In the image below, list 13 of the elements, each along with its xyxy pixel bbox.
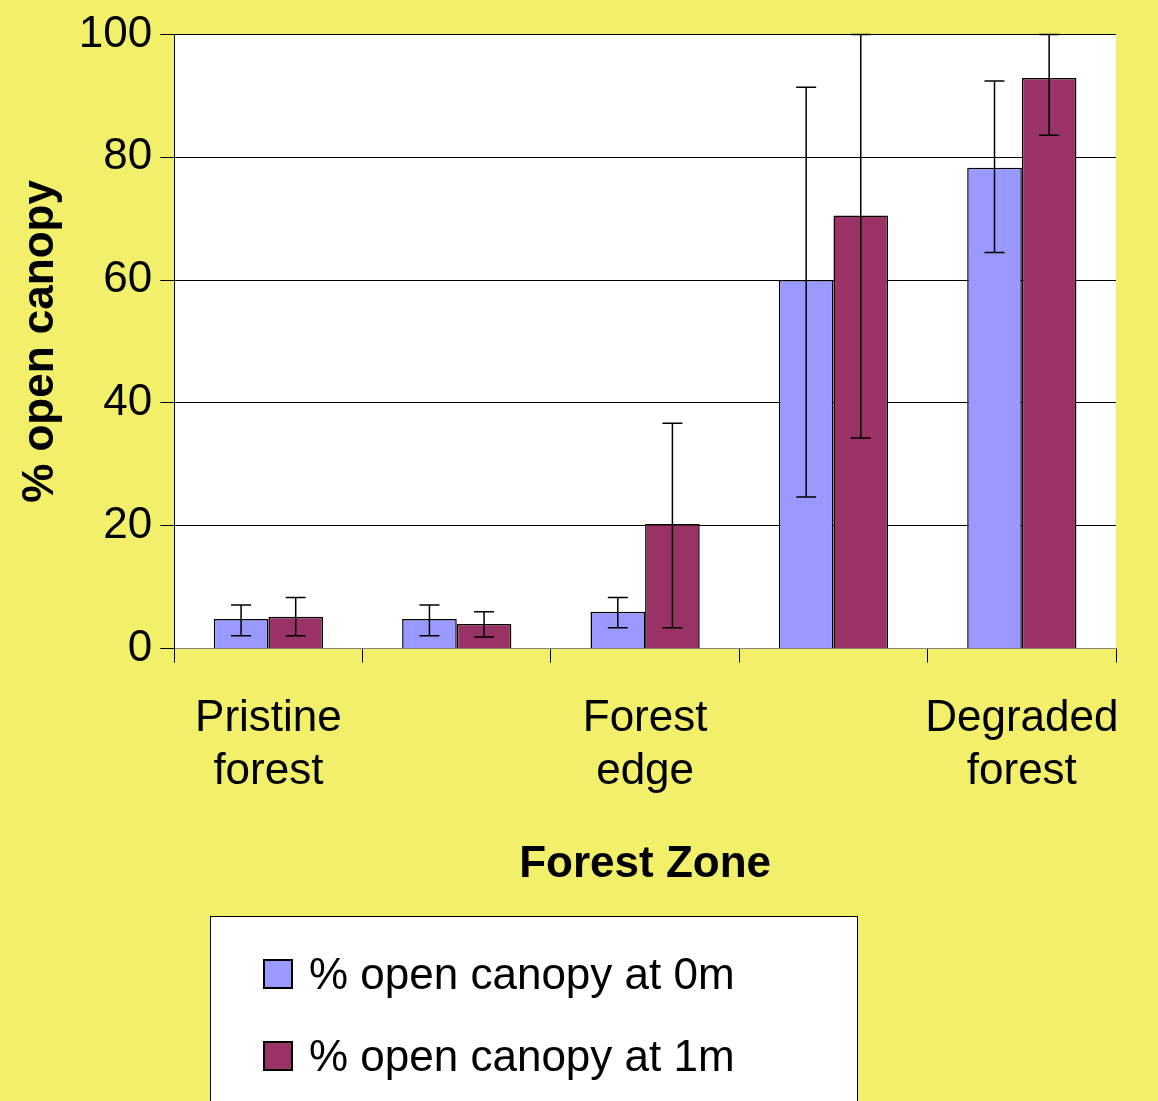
y-tick-label: 0	[127, 620, 153, 670]
x-tick-label: Forest edge	[582, 691, 708, 793]
y-tick-label: 100	[78, 6, 153, 56]
x-axis-title: Forest Zone	[519, 836, 771, 886]
legend-label: % open canopy at 0m	[309, 949, 735, 999]
legend-label: % open canopy at 1m	[309, 1031, 735, 1081]
x-tick-label: Pristine forest	[195, 691, 342, 793]
y-tick-label: 20	[103, 497, 153, 547]
y-tick-label: 40	[103, 375, 153, 425]
y-tick-label: 60	[103, 252, 153, 302]
x-tick-label: Degraded forest	[925, 691, 1119, 793]
y-axis-title: % open canopy	[12, 179, 62, 503]
y-tick-label: 80	[103, 129, 153, 179]
